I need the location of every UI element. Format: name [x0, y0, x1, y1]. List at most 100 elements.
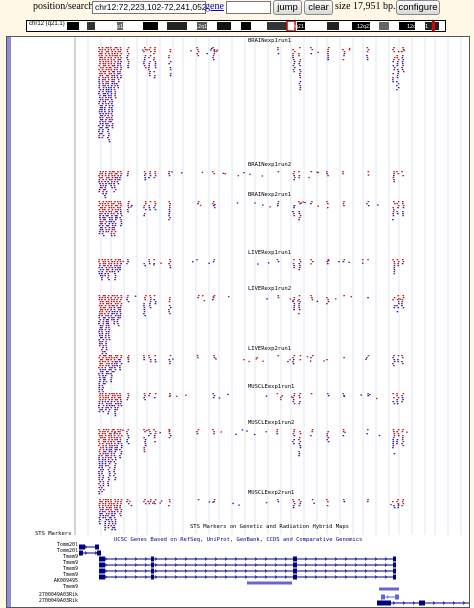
- track-label[interactable]: LIVERexp2run1: [248, 346, 292, 352]
- position-search-input[interactable]: chr12:72,223,102-72,241,052: [92, 1, 206, 14]
- signal-tick: [104, 431, 106, 433]
- signal-tick: [216, 49, 219, 51]
- signal-tick: [299, 203, 301, 205]
- ucsc-genes-center-label[interactable]: UCSC Genes Based on RefSeq, UniProt, Gen…: [114, 537, 363, 543]
- signal-tick: [113, 365, 116, 367]
- signal-tick: [299, 65, 301, 67]
- signal-tick: [212, 47, 214, 49]
- signal-tick: [116, 503, 119, 505]
- signal-tick: [98, 459, 100, 461]
- signal-tick: [108, 141, 111, 143]
- signal-tick: [114, 403, 117, 405]
- gene-label[interactable]: Tmem9: [62, 554, 78, 560]
- signal-tick: [197, 201, 200, 203]
- signal-tick: [107, 527, 110, 529]
- sts-side-label[interactable]: STS Markers: [35, 531, 72, 537]
- gene-link[interactable]: gene: [205, 1, 224, 12]
- signal-tick: [154, 171, 157, 173]
- signal-tick: [143, 355, 145, 357]
- signal-tick: [105, 267, 108, 269]
- configure-button[interactable]: configure: [396, 0, 440, 15]
- gene-label[interactable]: Tmem9: [62, 560, 78, 566]
- track-label[interactable]: MUSCLEexp1run2: [248, 420, 295, 426]
- signal-tick: [119, 395, 122, 397]
- signal-tick: [298, 73, 301, 75]
- signal-tick: [397, 265, 400, 267]
- track-label[interactable]: LIVERexp1run1: [248, 250, 292, 256]
- signal-tick: [299, 359, 302, 361]
- track-label[interactable]: MUSCLEexp1run1: [248, 384, 295, 390]
- chromosome-ideogram[interactable]: chr12 (q21.1) 12p13.1 12q13 12q21.1 12q23 12…: [26, 20, 446, 32]
- track-label[interactable]: BRAINexp1run2: [248, 162, 292, 168]
- signal-tick: [110, 49, 113, 51]
- gene-input[interactable]: [226, 1, 271, 14]
- gene-label[interactable]: Tomm20l: [56, 542, 78, 548]
- signal-tick: [392, 429, 395, 431]
- genome-browser-image[interactable]: BRAINexp1run1 BRAINexp1run2 BRAINexp2run1 L…: [6, 36, 470, 608]
- track-label[interactable]: BRAINexp2run1: [248, 192, 292, 198]
- signal-tick: [102, 321, 105, 323]
- signal-tick: [117, 325, 120, 327]
- signal-tick: [113, 357, 116, 359]
- sts-center-label[interactable]: STS Markers on Genetic and Radiation Hyb…: [190, 524, 349, 530]
- signal-tick: [396, 401, 398, 403]
- signal-tick: [116, 511, 119, 513]
- signal-tick: [99, 355, 101, 357]
- signal-tick: [393, 397, 395, 399]
- signal-tick: [393, 171, 395, 173]
- signal-tick: [397, 503, 400, 506]
- gene-label[interactable]: 2700049A03Rik: [38, 592, 78, 598]
- signal-tick: [101, 123, 104, 125]
- signal-tick: [246, 430, 248, 432]
- signal-tick: [311, 201, 313, 203]
- gene-label[interactable]: Tmem9: [62, 572, 78, 578]
- signal-tick: [98, 405, 100, 407]
- track-label[interactable]: MUSCLEexp2run1: [248, 490, 295, 496]
- clear-button[interactable]: clear: [304, 0, 333, 15]
- signal-tick: [134, 295, 137, 297]
- gene-label[interactable]: Tmem9: [62, 584, 78, 590]
- signal-tick: [108, 337, 110, 339]
- signal-tick: [168, 431, 171, 433]
- signal-tick: [154, 61, 157, 63]
- signal-tick: [110, 67, 112, 69]
- signal-tick: [393, 59, 395, 61]
- gene-label[interactable]: 2700049A03Rik: [38, 598, 78, 604]
- signal-tick: [102, 489, 105, 491]
- track-label[interactable]: BRAINexp1run1: [248, 38, 292, 44]
- signal-tick: [292, 401, 295, 403]
- gene-strand-arrow: [234, 563, 238, 567]
- gene-strand-arrow: [354, 569, 358, 573]
- signal-tick: [401, 305, 403, 307]
- signal-tick: [114, 223, 117, 225]
- gene-label[interactable]: Tmem9: [62, 566, 78, 572]
- signal-tick: [104, 401, 107, 403]
- signal-tick: [111, 529, 113, 531]
- jump-button[interactable]: jump: [273, 0, 302, 15]
- track-control-bar[interactable]: [7, 37, 11, 607]
- signal-tick: [108, 53, 110, 55]
- signal-tick: [213, 357, 216, 359]
- signal-tick: [126, 55, 129, 57]
- gene-label[interactable]: AK009495: [53, 578, 78, 584]
- signal-tick: [327, 47, 330, 49]
- signal-tick: [126, 439, 129, 441]
- signal-tick: [113, 507, 116, 509]
- track-label[interactable]: LIVERexp1run2: [248, 286, 292, 292]
- signal-tick: [366, 357, 368, 359]
- signal-tick: [99, 113, 101, 115]
- signal-tick: [143, 213, 146, 215]
- gene-label[interactable]: Tomm20l: [56, 548, 78, 554]
- signal-tick: [101, 333, 104, 335]
- signal-tick: [101, 437, 104, 439]
- signal-tick: [110, 457, 112, 459]
- ideogram-band: [379, 22, 389, 30]
- signal-tick: [105, 89, 108, 91]
- signal-tick: [101, 409, 103, 411]
- signal-tick: [127, 65, 129, 67]
- gene-exon: [151, 568, 154, 574]
- signal-tick: [120, 451, 123, 453]
- signal-tick: [98, 83, 101, 85]
- signal-tick: [149, 201, 152, 203]
- signal-tick: [311, 49, 314, 51]
